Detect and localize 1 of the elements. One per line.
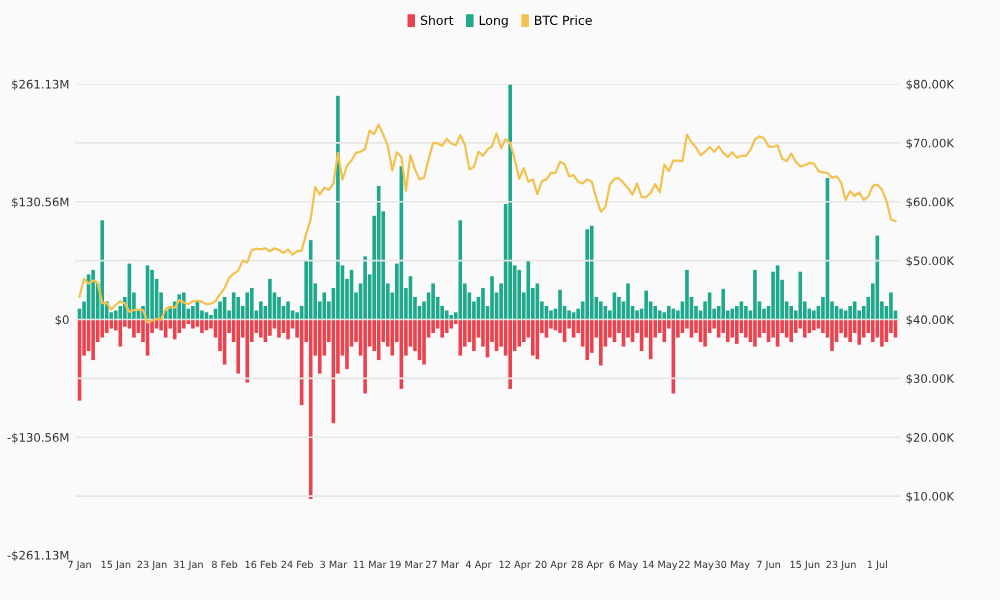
line-series: [78, 123, 897, 324]
